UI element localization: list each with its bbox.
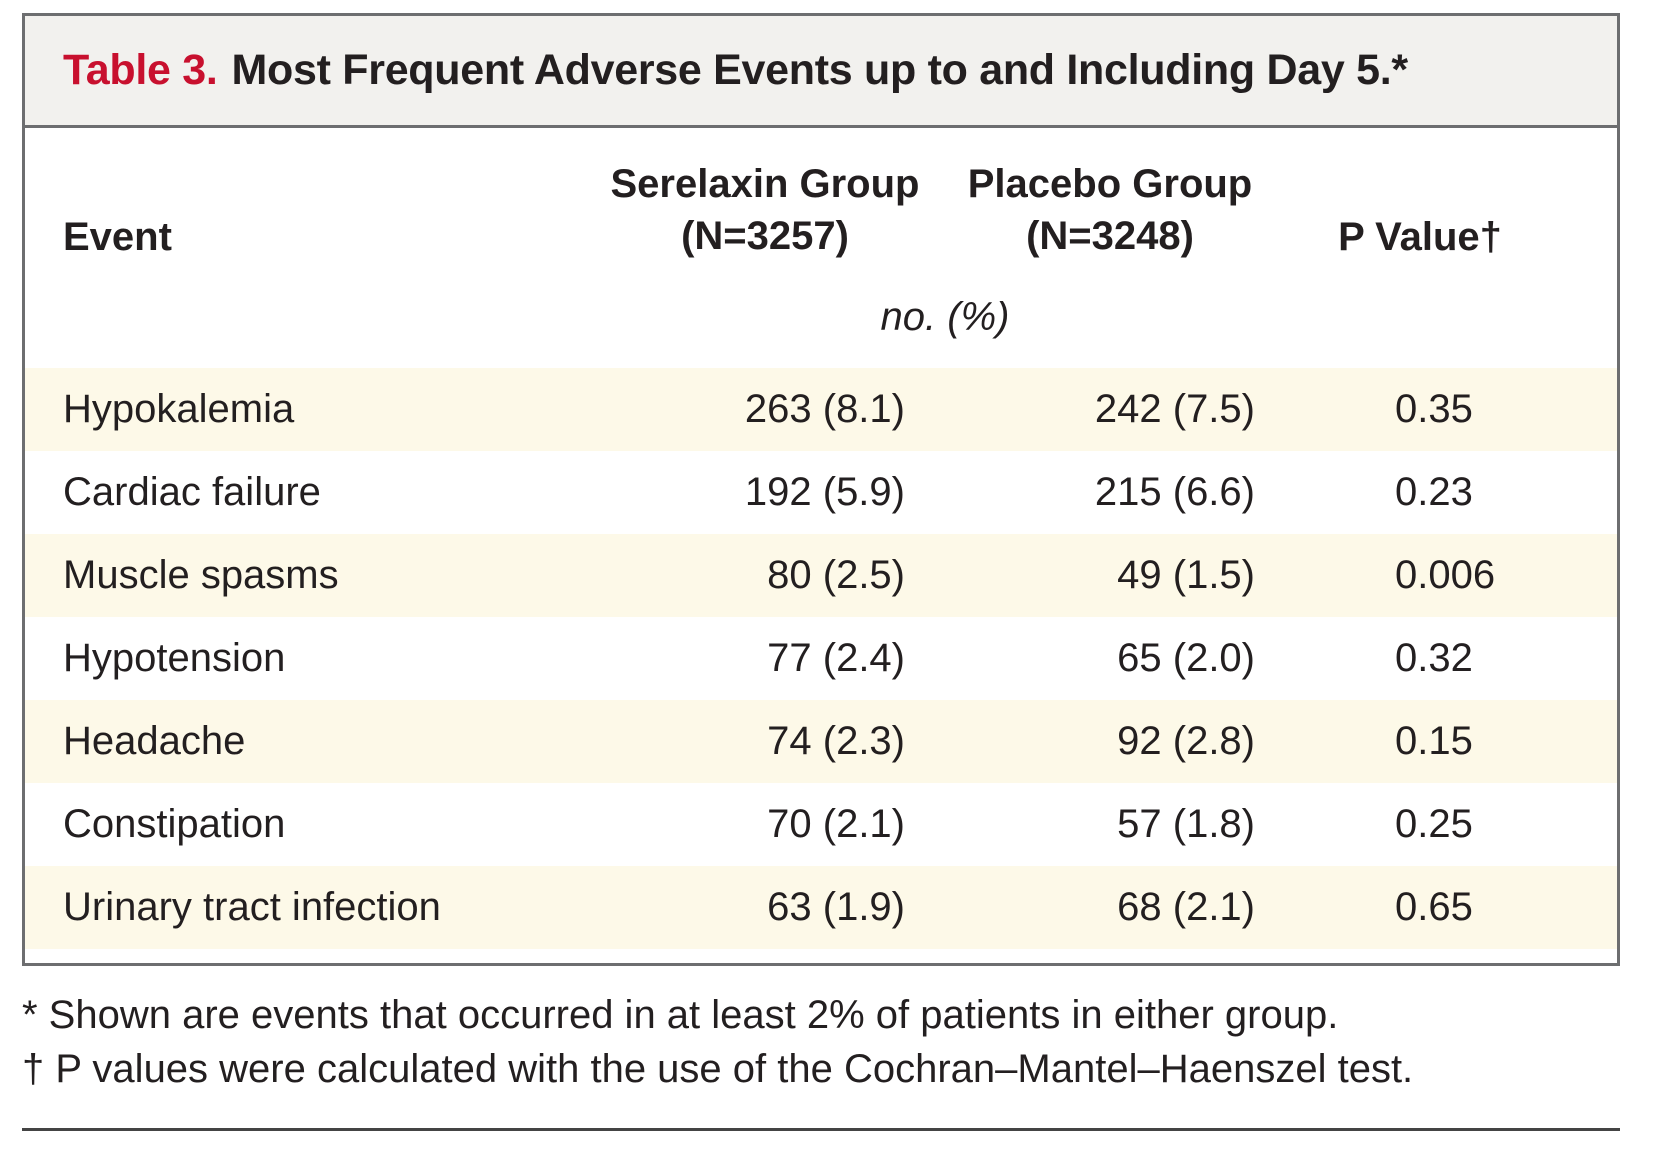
cell-serelaxin: 263 (8.1) bbox=[744, 387, 905, 431]
header-event: Event bbox=[63, 215, 172, 259]
cell-serelaxin: 80 (2.5) bbox=[767, 553, 905, 597]
cell-pvalue: 0.35 bbox=[1395, 387, 1473, 431]
cell-placebo: 242 (7.5) bbox=[1094, 387, 1255, 431]
table-row: Hypotension 77 (2.4) 65 (2.0) 0.32 bbox=[25, 617, 1617, 700]
header-placebo-line1: Placebo Group bbox=[967, 162, 1253, 206]
cell-pvalue: 0.23 bbox=[1395, 470, 1473, 514]
cell-placebo: 49 (1.5) bbox=[1117, 553, 1255, 597]
table-row: Constipation 70 (2.1) 57 (1.8) 0.25 bbox=[25, 783, 1617, 866]
footnotes: * Shown are events that occurred in at l… bbox=[22, 988, 1632, 1096]
cell-event: Urinary tract infection bbox=[63, 885, 441, 929]
bottom-rule bbox=[22, 1128, 1620, 1131]
table-title: Most Frequent Adverse Events up to and I… bbox=[231, 46, 1409, 94]
table-header: Event Serelaxin Group (N=3257) Placebo G… bbox=[25, 128, 1617, 368]
cell-serelaxin: 70 (2.1) bbox=[767, 802, 905, 846]
table-label: Table 3. bbox=[63, 46, 218, 94]
cell-serelaxin: 74 (2.3) bbox=[767, 719, 905, 763]
header-placebo: Placebo Group (N=3248) bbox=[915, 158, 1305, 262]
cell-pvalue: 0.15 bbox=[1395, 719, 1473, 763]
units-label: no. (%) bbox=[880, 295, 1010, 339]
header-serelaxin-line1: Serelaxin Group bbox=[610, 162, 920, 206]
cell-placebo: 57 (1.8) bbox=[1117, 802, 1255, 846]
cell-event: Hypotension bbox=[63, 636, 286, 680]
cell-serelaxin: 77 (2.4) bbox=[767, 636, 905, 680]
cell-pvalue: 0.006 bbox=[1395, 553, 1496, 597]
cell-event: Headache bbox=[63, 719, 246, 763]
header-placebo-line2: (N=3248) bbox=[1026, 214, 1194, 258]
footnote-dagger: † P values were calculated with the use … bbox=[22, 1047, 1414, 1091]
footnote-asterisk: * Shown are events that occurred in at l… bbox=[22, 993, 1339, 1037]
table-row: Headache 74 (2.3) 92 (2.8) 0.15 bbox=[25, 700, 1617, 783]
table-row: Urinary tract infection 63 (1.9) 68 (2.1… bbox=[25, 866, 1617, 949]
cell-pvalue: 0.25 bbox=[1395, 802, 1473, 846]
cell-pvalue: 0.65 bbox=[1395, 885, 1473, 929]
cell-placebo: 215 (6.6) bbox=[1094, 470, 1255, 514]
header-serelaxin-line2: (N=3257) bbox=[681, 214, 849, 258]
table-row: Hypokalemia 263 (8.1) 242 (7.5) 0.35 bbox=[25, 368, 1617, 451]
cell-placebo: 65 (2.0) bbox=[1117, 636, 1255, 680]
table-row: Muscle spasms 80 (2.5) 49 (1.5) 0.006 bbox=[25, 534, 1617, 617]
cell-placebo: 68 (2.1) bbox=[1117, 885, 1255, 929]
cell-serelaxin: 192 (5.9) bbox=[744, 470, 905, 514]
cell-event: Muscle spasms bbox=[63, 553, 339, 597]
cell-pvalue: 0.32 bbox=[1395, 636, 1473, 680]
table-body: Hypokalemia 263 (8.1) 242 (7.5) 0.35 Car… bbox=[25, 368, 1617, 949]
cell-serelaxin: 63 (1.9) bbox=[767, 885, 905, 929]
header-pvalue: P Value† bbox=[1338, 215, 1502, 259]
cell-event: Hypokalemia bbox=[63, 387, 295, 431]
cell-event: Cardiac failure bbox=[63, 470, 321, 514]
adverse-events-table: Table 3. Most Frequent Adverse Events up… bbox=[22, 13, 1620, 966]
table-row: Cardiac failure 192 (5.9) 215 (6.6) 0.23 bbox=[25, 451, 1617, 534]
cell-placebo: 92 (2.8) bbox=[1117, 719, 1255, 763]
table-title-bar: Table 3. Most Frequent Adverse Events up… bbox=[25, 16, 1617, 128]
header-serelaxin: Serelaxin Group (N=3257) bbox=[570, 158, 960, 262]
cell-event: Constipation bbox=[63, 802, 286, 846]
